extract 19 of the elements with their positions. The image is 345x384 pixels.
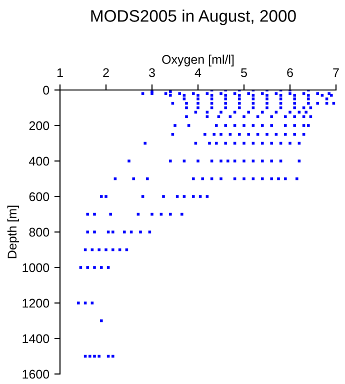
y-tick-label: 400 — [29, 156, 50, 166]
y-tick-label: 600 — [29, 192, 50, 202]
y-axis-title: Depth [m] — [7, 206, 19, 258]
x-tick-label: 2 — [103, 68, 109, 77]
y-tick-label: 1000 — [22, 263, 50, 272]
y-tick-label: 1200 — [22, 298, 50, 308]
x-tick-label: 3 — [149, 68, 155, 78]
y-tick-label: 1600 — [22, 370, 50, 379]
y-tick-label: 1400 — [22, 334, 50, 344]
x-tick-label: 1 — [57, 68, 63, 77]
x-tick-label: 4 — [194, 68, 202, 77]
y-tick-label: 200 — [29, 121, 50, 130]
y-tick-label: 800 — [29, 228, 50, 237]
x-tick-label: 5 — [241, 68, 247, 78]
x-tick-label: 7 — [333, 68, 339, 77]
x-tick-label: 6 — [287, 68, 293, 78]
y-tick-label: 0 — [43, 86, 50, 95]
x-axis-title: Oxygen [ml/l] — [162, 54, 234, 66]
chart-title: MODS2005 in August, 2000 — [91, 10, 296, 26]
